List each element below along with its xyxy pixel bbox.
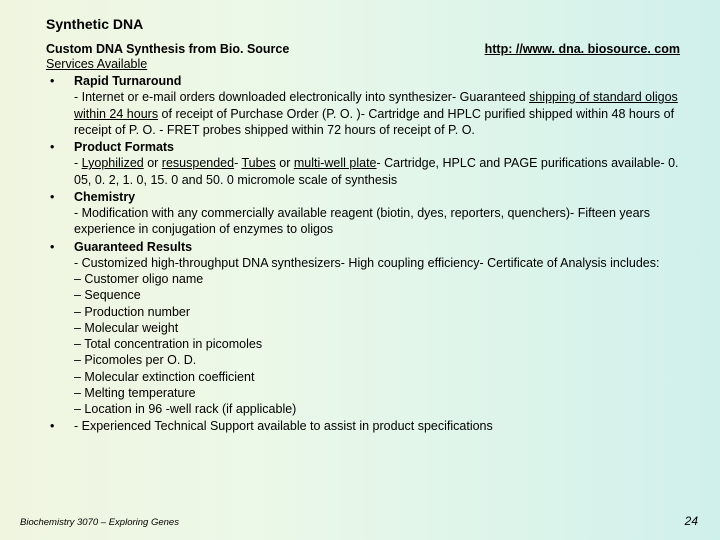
item-body: - Customized high-throughput DNA synthes… [74, 256, 659, 270]
slide-title: Synthetic DNA [46, 16, 680, 32]
item-body: - [234, 156, 241, 170]
sub-item: – Picomoles per O. D. [74, 352, 680, 368]
footer-course: Biochemistry 3070 – Exploring Genes [20, 517, 179, 528]
item-underline: Tubes [242, 156, 276, 170]
item-body: - Internet or e-mail orders downloaded e… [74, 90, 529, 104]
list-item: • Product Formats - Lyophilized or resus… [46, 139, 680, 188]
list-item: • Rapid Turnaround - Internet or e-mail … [46, 73, 680, 138]
bullet-icon: • [50, 189, 54, 205]
item-body: - [74, 156, 82, 170]
bullet-icon: • [50, 418, 54, 434]
header-line: Custom DNA Synthesis from Bio. Source ht… [46, 42, 680, 56]
item-underline: Lyophilized [82, 156, 144, 170]
sub-item: – Customer oligo name [74, 271, 680, 287]
feature-list: • Rapid Turnaround - Internet or e-mail … [46, 73, 680, 435]
sub-item: – Molecular weight [74, 320, 680, 336]
item-heading: Chemistry [74, 190, 135, 204]
list-item: • Chemistry - Modification with any comm… [46, 189, 680, 238]
item-underline: resuspended [162, 156, 234, 170]
services-available: Services Available [46, 57, 680, 71]
list-item: • Guaranteed Results - Customized high-t… [46, 239, 680, 418]
item-body: - Experienced Technical Support availabl… [74, 419, 493, 433]
company-name: Custom DNA Synthesis from Bio. Source [46, 42, 289, 56]
sub-item: – Molecular extinction coefficient [74, 369, 680, 385]
bullet-icon: • [50, 139, 54, 155]
bullet-icon: • [50, 73, 54, 89]
item-underline: multi-well plate [294, 156, 377, 170]
sub-item: – Location in 96 -well rack (if applicab… [74, 401, 680, 417]
item-body: - Modification with any commercially ava… [74, 206, 650, 236]
slide-container: Synthetic DNA Custom DNA Synthesis from … [0, 0, 720, 435]
bullet-icon: • [50, 239, 54, 255]
sub-item: – Sequence [74, 287, 680, 303]
item-body: or [276, 156, 294, 170]
item-body: or [144, 156, 162, 170]
sub-item: – Melting temperature [74, 385, 680, 401]
item-heading: Product Formats [74, 140, 174, 154]
company-url[interactable]: http: //www. dna. biosource. com [485, 42, 680, 56]
item-heading: Rapid Turnaround [74, 74, 181, 88]
item-heading: Guaranteed Results [74, 240, 192, 254]
list-item: • - Experienced Technical Support availa… [46, 418, 680, 434]
sub-item: – Production number [74, 304, 680, 320]
page-number: 24 [685, 514, 698, 528]
item-body: of receipt of Purchase Order (P. O. )- C… [74, 107, 674, 137]
sub-item: – Total concentration in picomoles [74, 336, 680, 352]
